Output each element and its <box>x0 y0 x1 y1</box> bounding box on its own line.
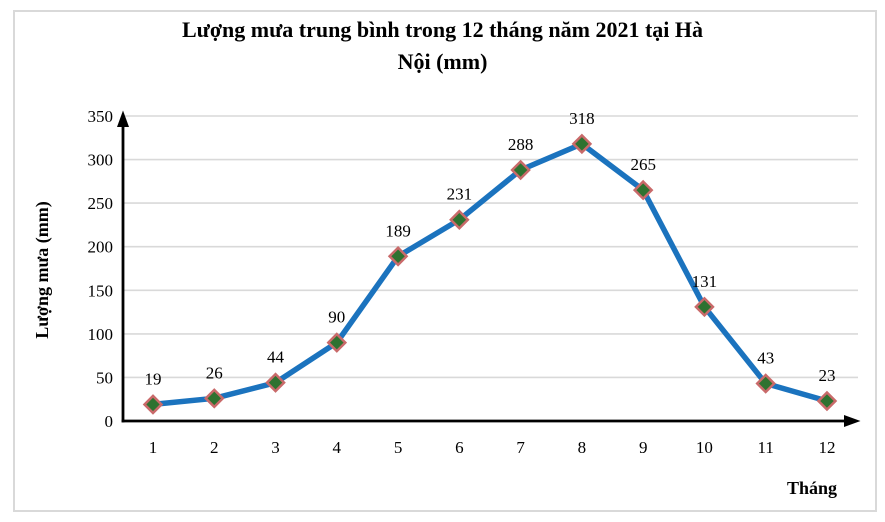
x-tick-label-1: 1 <box>149 438 158 457</box>
chart-title: Lượng mưa trung bình trong 12 tháng năm … <box>0 14 885 78</box>
data-label-2: 26 <box>206 363 223 382</box>
series-group <box>142 133 838 415</box>
data-label-7: 288 <box>508 135 534 154</box>
gridlines-group <box>123 115 858 379</box>
x-axis-arrowhead-icon <box>844 415 861 427</box>
data-label-11: 43 <box>757 349 774 368</box>
y-tick-label-250: 250 <box>88 194 114 213</box>
x-tick-label-3: 3 <box>271 438 280 457</box>
data-point-marker-8 <box>571 133 593 155</box>
y-tick-label-100: 100 <box>88 325 114 344</box>
data-point-marker-5 <box>387 246 409 267</box>
x-tick-label-7: 7 <box>516 438 525 457</box>
data-label-12: 23 <box>819 366 836 385</box>
y-tick-label-0: 0 <box>105 412 114 431</box>
data-point-marker-7 <box>510 159 531 181</box>
data-label-3: 44 <box>267 348 285 367</box>
data-point-marker-10 <box>694 296 715 318</box>
data-point-marker-3 <box>265 372 286 393</box>
x-tick-label-9: 9 <box>639 438 648 457</box>
chart-title-line-1: Lượng mưa trung bình trong 12 tháng năm … <box>181 17 704 42</box>
chart-title-line-2: Nội (mm) <box>397 49 488 74</box>
data-point-marker-2 <box>204 388 225 409</box>
data-label-8: 318 <box>569 109 595 128</box>
data-point-marker-11 <box>755 373 776 394</box>
chart-frame <box>13 10 877 512</box>
x-tick-label-11: 11 <box>758 438 774 457</box>
data-point-marker-1 <box>142 394 164 415</box>
data-label-9: 265 <box>630 155 656 174</box>
data-point-marker-6 <box>449 209 470 230</box>
y-axis-arrowhead-icon <box>117 110 129 127</box>
data-point-marker-9 <box>632 179 654 201</box>
data-label-1: 19 <box>145 369 162 388</box>
x-tick-label-8: 8 <box>578 438 587 457</box>
x-tick-label-12: 12 <box>819 438 836 457</box>
data-label-4: 90 <box>328 308 345 327</box>
y-tick-label-200: 200 <box>88 238 114 257</box>
axes-group <box>117 110 861 427</box>
x-tick-label-10: 10 <box>696 438 713 457</box>
y-tick-label-300: 300 <box>88 151 114 170</box>
y-tick-label-350: 350 <box>88 107 114 126</box>
x-tick-label-6: 6 <box>455 438 464 457</box>
data-label-5: 189 <box>385 221 411 240</box>
data-point-marker-12 <box>816 390 838 412</box>
y-axis-title: Lượng mưa (mm) <box>32 201 53 339</box>
data-label-6: 231 <box>447 185 473 204</box>
x-axis-title: Tháng <box>787 478 837 498</box>
x-tick-label-5: 5 <box>394 438 403 457</box>
series-line <box>150 141 830 408</box>
y-tick-label-150: 150 <box>88 281 114 300</box>
data-point-marker-4 <box>326 332 348 353</box>
x-tick-label-4: 4 <box>333 438 342 457</box>
y-tick-label-50: 50 <box>96 368 113 387</box>
labels-group: 19 26449018923128831826513143230501001502… <box>88 107 836 457</box>
data-label-10: 131 <box>692 272 718 291</box>
x-tick-label-2: 2 <box>210 438 219 457</box>
